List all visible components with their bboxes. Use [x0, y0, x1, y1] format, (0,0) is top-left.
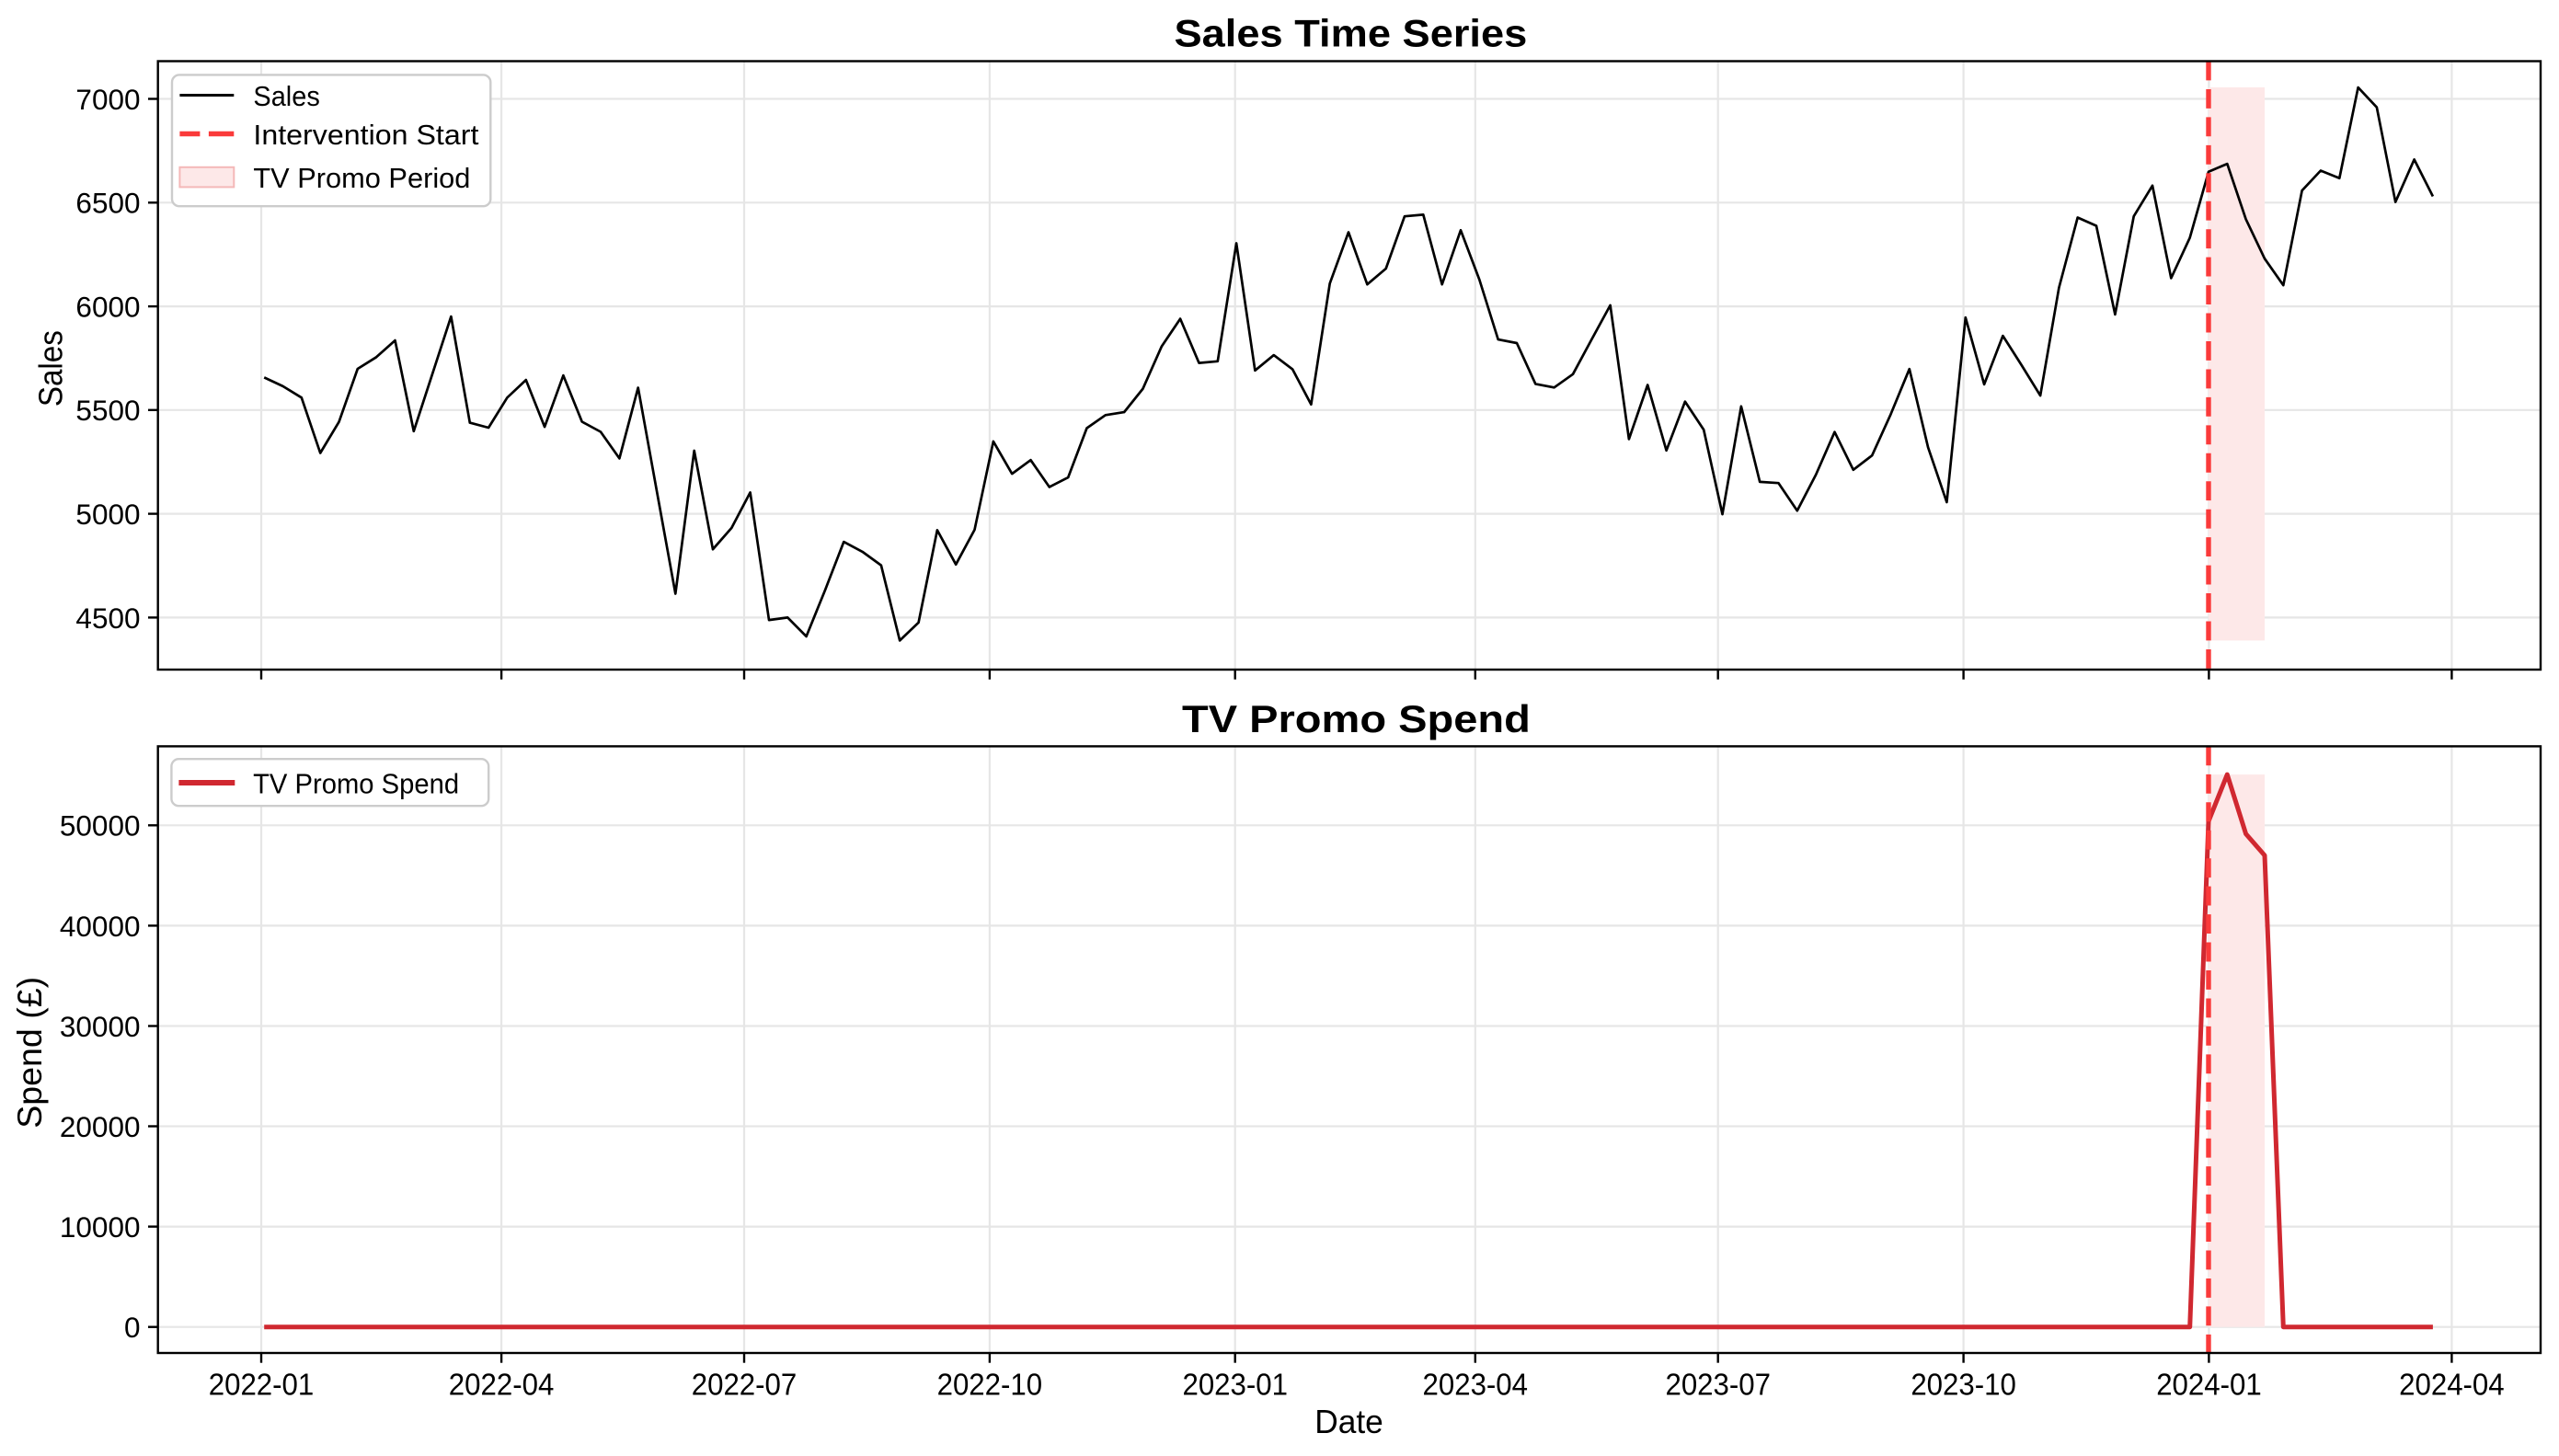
svg-text:50000: 50000	[60, 809, 141, 843]
svg-text:Sales: Sales	[253, 80, 319, 112]
svg-text:40000: 40000	[60, 910, 141, 943]
svg-text:4500: 4500	[75, 602, 140, 635]
svg-text:TV Promo Spend: TV Promo Spend	[1182, 698, 1531, 740]
svg-text:30000: 30000	[60, 1010, 141, 1043]
svg-text:10000: 10000	[60, 1210, 141, 1244]
svg-text:0: 0	[124, 1311, 141, 1344]
svg-text:2022-04: 2022-04	[449, 1369, 555, 1403]
svg-text:2023-04: 2023-04	[1423, 1369, 1529, 1403]
svg-text:2022-10: 2022-10	[937, 1369, 1043, 1403]
svg-text:TV Promo Spend: TV Promo Spend	[253, 767, 459, 799]
svg-text:Date: Date	[1314, 1403, 1383, 1440]
svg-text:6500: 6500	[75, 187, 140, 220]
svg-text:Intervention Start: Intervention Start	[253, 119, 478, 151]
svg-text:Sales Time Series: Sales Time Series	[1175, 13, 1528, 55]
svg-text:5000: 5000	[75, 498, 140, 531]
svg-text:6000: 6000	[75, 290, 140, 323]
svg-text:2022-07: 2022-07	[692, 1369, 798, 1403]
svg-text:2022-01: 2022-01	[209, 1369, 315, 1403]
svg-text:2023-07: 2023-07	[1665, 1369, 1771, 1403]
svg-text:2024-04: 2024-04	[2399, 1369, 2505, 1403]
svg-text:5500: 5500	[75, 394, 140, 427]
svg-text:7000: 7000	[75, 83, 140, 116]
svg-text:2023-10: 2023-10	[1911, 1369, 2016, 1403]
svg-text:Sales: Sales	[32, 330, 70, 407]
svg-text:TV Promo Period: TV Promo Period	[253, 162, 470, 194]
svg-text:Spend (£): Spend (£)	[11, 977, 49, 1129]
svg-text:2023-01: 2023-01	[1182, 1369, 1288, 1403]
svg-text:20000: 20000	[60, 1110, 141, 1143]
svg-text:2024-01: 2024-01	[2156, 1369, 2262, 1403]
